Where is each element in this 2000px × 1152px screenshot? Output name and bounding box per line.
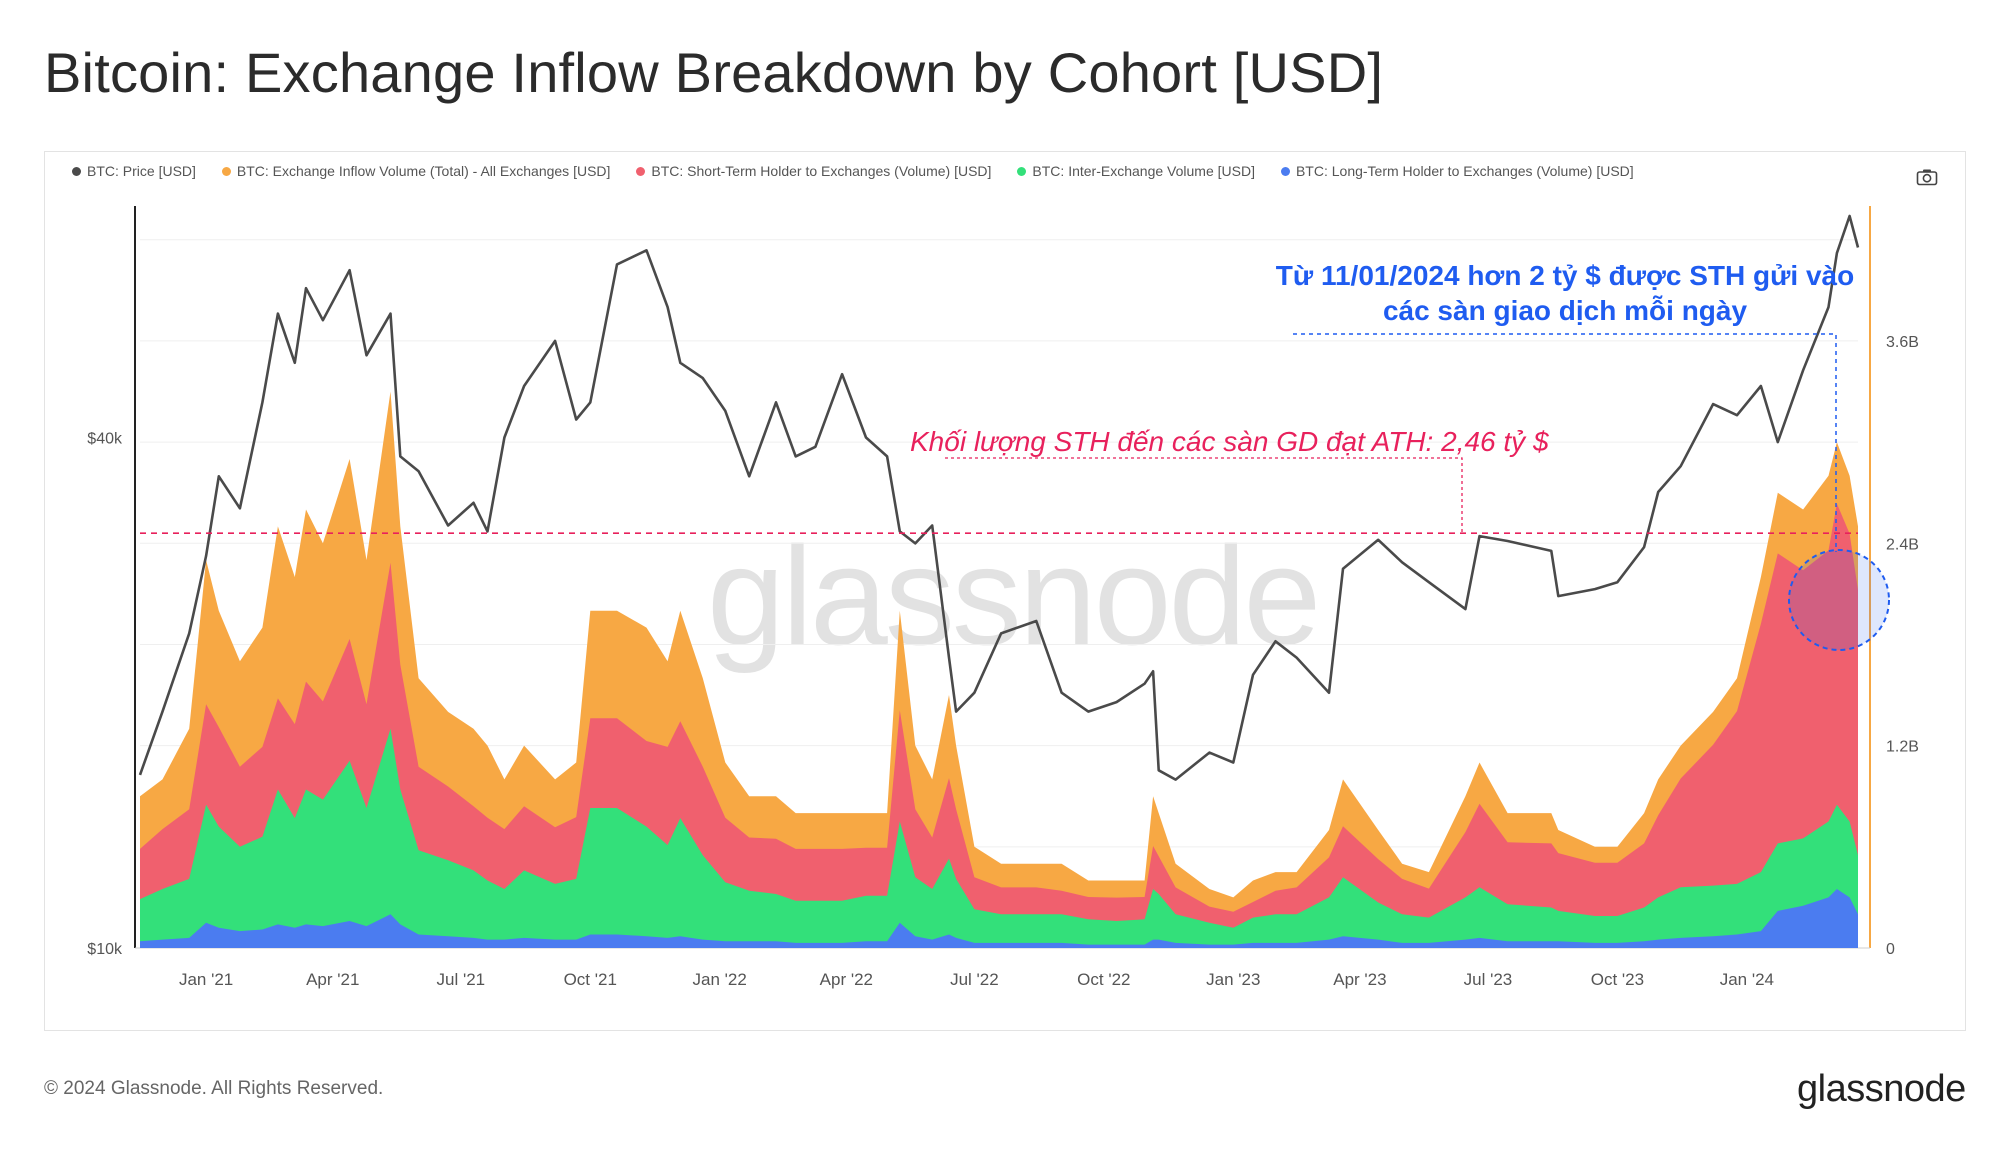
page-title: Bitcoin: Exchange Inflow Breakdown by Co… — [44, 41, 1384, 104]
footer-copyright: © 2024 Glassnode. All Rights Reserved. — [44, 1078, 384, 1099]
x-tick-label: Jan '24 — [1720, 970, 1774, 989]
y-left-tick-label: $10k — [87, 941, 123, 958]
y-right-tick-label: 0 — [1886, 941, 1895, 958]
x-tick-label: Oct '21 — [564, 970, 617, 989]
sth-daily-annotation-line1: Từ 11/01/2024 hơn 2 tỷ $ được STH gửi và… — [1276, 260, 1854, 291]
y-right-tick-label: 2.4B — [1886, 536, 1919, 553]
legend-item-inter[interactable]: BTC: Inter-Exchange Volume [USD] — [1017, 163, 1255, 179]
legend-label-price: BTC: Price [USD] — [87, 163, 196, 179]
legend-label-lth: BTC: Long-Term Holder to Exchanges (Volu… — [1295, 163, 1634, 179]
y-left-ticks: $10k $40k — [87, 430, 123, 958]
x-tick-label: Apr '23 — [1333, 970, 1386, 989]
legend-item-lth[interactable]: BTC: Long-Term Holder to Exchanges (Volu… — [1280, 163, 1634, 179]
x-tick-label: Jul '22 — [950, 970, 999, 989]
area-total-inflow — [140, 391, 1858, 948]
legend-dot-total — [221, 166, 231, 176]
x-tick-label: Jan '23 — [1206, 970, 1260, 989]
x-tick-label: Jan '22 — [693, 970, 747, 989]
x-tick-label: Jul '23 — [1464, 970, 1513, 989]
area-sth-to-exchanges — [140, 503, 1858, 948]
sth-daily-leader — [1293, 333, 1837, 552]
area-inter-exchange — [140, 728, 1858, 948]
legend-label-sth: BTC: Short-Term Holder to Exchanges (Vol… — [651, 163, 992, 179]
legend-dot-lth — [1280, 166, 1290, 176]
area-lth-to-exchanges — [140, 889, 1858, 948]
y-right-ticks: 0 1.2B 2.4B 3.6B — [1886, 334, 1919, 958]
y-right-tick-label: 1.2B — [1886, 739, 1919, 756]
legend-label-total: BTC: Exchange Inflow Volume (Total) - Al… — [236, 163, 611, 179]
camera-icon[interactable] — [1916, 168, 1938, 186]
footer-logo: glassnode — [1797, 1068, 1966, 1110]
x-tick-label: Oct '22 — [1077, 970, 1130, 989]
x-tick-label: Apr '21 — [306, 970, 359, 989]
chart-legend: BTC: Price [USD] BTC: Exchange Inflow Vo… — [72, 163, 1634, 179]
x-tick-label: Jan '21 — [179, 970, 233, 989]
legend-item-sth[interactable]: BTC: Short-Term Holder to Exchanges (Vol… — [636, 163, 991, 179]
sth-ath-leader — [945, 457, 1463, 534]
x-axis-ticks: Jan '21 Apr '21 Jul '21 Oct '21 Jan '22 Apr '… — [179, 970, 1774, 989]
x-tick-label: Oct '23 — [1591, 970, 1644, 989]
y-right-tick-label: 3.6B — [1886, 334, 1919, 351]
sth-highlight-circle — [1788, 549, 1890, 651]
x-tick-label: Jul '21 — [437, 970, 486, 989]
legend-dot-sth — [636, 166, 646, 176]
legend-dot-inter — [1017, 166, 1027, 176]
sth-ath-annotation: Khối lượng STH đến các sàn GD đạt ATH: 2… — [910, 426, 1549, 457]
legend-dot-price — [72, 166, 81, 176]
y-left-tick-label: $40k — [87, 430, 123, 447]
legend-item-total[interactable]: BTC: Exchange Inflow Volume (Total) - Al… — [221, 163, 611, 179]
legend-item-price[interactable]: BTC: Price [USD] — [72, 163, 196, 179]
legend-label-inter: BTC: Inter-Exchange Volume [USD] — [1032, 163, 1255, 179]
x-tick-label: Apr '22 — [820, 970, 873, 989]
sth-daily-annotation-line2: các sàn giao dịch mỗi ngày — [1383, 295, 1748, 326]
price-line — [138, 214, 1860, 781]
